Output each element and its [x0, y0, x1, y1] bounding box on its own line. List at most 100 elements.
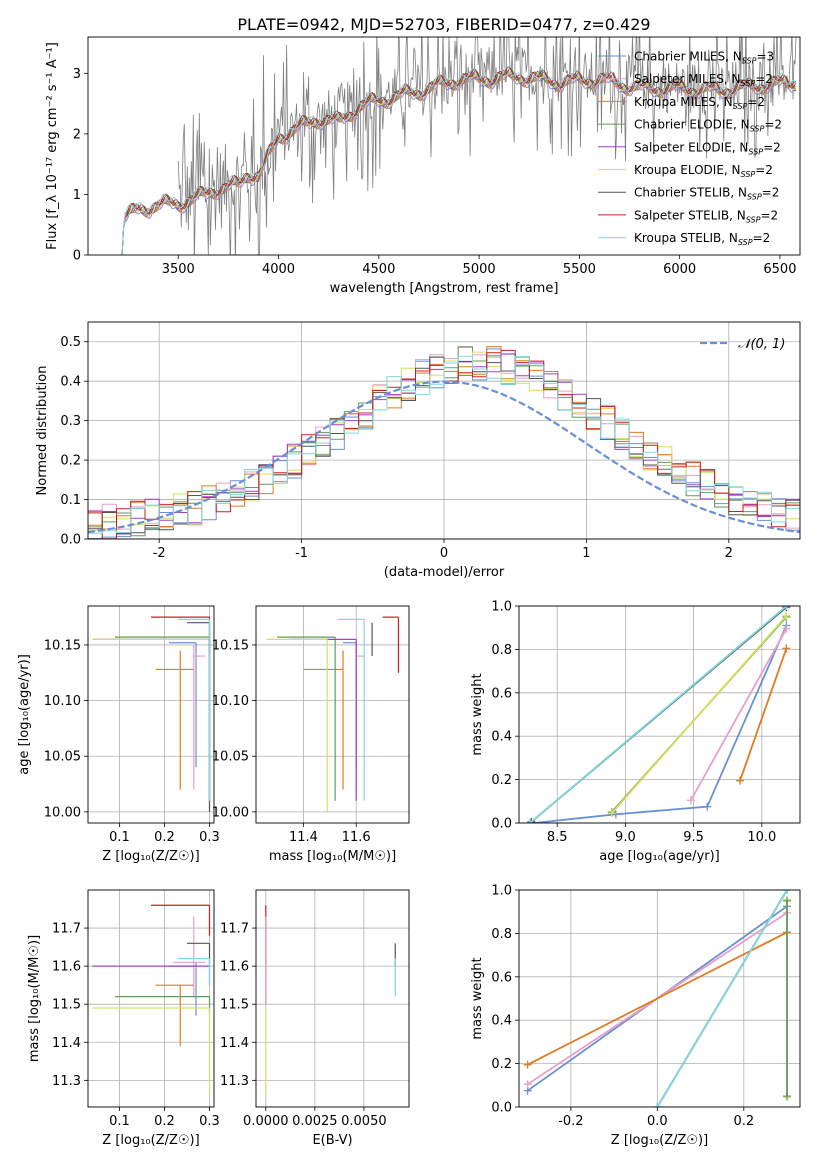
plot-area [92, 616, 211, 812]
axes-residuals: -2 -1 0 1 2 0.0 0.1 0.2 0.3 0.4 0.5 (data-model)/er… [35, 321, 801, 580]
y-tick-label: 11.4 [220, 1036, 249, 1051]
plus-marker [525, 819, 534, 823]
x-tick-label: 0.2 [154, 1114, 175, 1129]
x-tick-label: 0.1 [109, 1114, 130, 1129]
x-axis-label: (data-model)/error [384, 565, 505, 580]
x-tick-label: 0.3 [199, 1114, 220, 1129]
legend-text: Kroupa STELIB, N [634, 231, 738, 245]
y-tick-label: 11.3 [52, 1074, 81, 1089]
legend-sub: SSP [741, 170, 756, 179]
axes-frame [87, 889, 215, 1108]
axes-weight-vs-age: 8.5 9.0 9.5 10.0 0.0 0.2 0.4 0.6 0.8 1.0 age [log₁… [470, 600, 801, 864]
x-tick-label: 9.0 [615, 830, 636, 845]
y-tick-label: 0.8 [491, 927, 512, 942]
legend-entry: Chabrier STELIB, NSSP=2 [634, 186, 779, 202]
legend-sub: SSP [746, 215, 761, 224]
plot-area [121, 37, 797, 255]
y-tick-label: 10.05 [212, 750, 249, 765]
plus-marker [783, 890, 792, 894]
y-axis-label: age [log₁₀(age/yr)] [17, 654, 32, 775]
y-tick-label: 1 [73, 188, 81, 203]
x-axis-label: mass [log₁₀(M/M☉)] [269, 849, 396, 864]
plus-marker [523, 1060, 532, 1069]
plus-marker [782, 606, 791, 610]
axes-age-vs-mass: 11.4 11.6 10.00 10.05 10.10 10.15 mass [log₁₀(… [212, 605, 410, 864]
legend-text: Chabrier MILES, N [634, 50, 742, 64]
legend-suffix: =3 [756, 50, 774, 64]
y-tick-label: 0.6 [491, 970, 512, 985]
y-tick-label: 10.00 [44, 805, 81, 820]
x-axis-label: Z [log₁₀(Z/Z☉)] [102, 849, 199, 864]
plot-area [525, 606, 791, 823]
plot-area [92, 904, 211, 1096]
model-spectrum-line [121, 65, 797, 255]
weight-line [527, 931, 788, 1066]
x-tick-label: -2 [153, 546, 166, 561]
x-tick-label: 0 [440, 546, 448, 561]
y-tick-label: 11.3 [220, 1074, 249, 1089]
legend-text: Chabrier ELODIE, N [634, 118, 750, 132]
y-tick-label: 10.10 [212, 694, 249, 709]
legend-sub: SSP [750, 125, 765, 134]
x-tick-label: 0.2 [733, 1114, 754, 1129]
y-axis-label: mass weight [470, 673, 485, 755]
legend-suffix: =2 [764, 118, 782, 132]
legend-text: Salpeter MILES, N [634, 72, 741, 86]
plus-marker [686, 796, 695, 805]
legend-suffix: =2 [763, 140, 781, 154]
axes-weight-vs-Z: -0.2 0.0 0.2 0.0 0.2 0.4 0.6 0.8 1.0 Z [log₁₀(Z/Z… [470, 884, 801, 1148]
weight-line [529, 606, 787, 823]
axes-spectrum: 3500 4000 4500 5000 5500 6000 6500 0 1 2 3 waveleng… [45, 36, 801, 296]
y-tick-label: 10.10 [44, 694, 81, 709]
y-tick-label: 0.4 [491, 730, 512, 745]
plus-marker [782, 611, 791, 620]
legend-entry: Chabrier ELODIE, NSSP=2 [634, 118, 782, 134]
legend-entry: Chabrier MILES, NSSP=3 [634, 50, 774, 66]
plus-marker [782, 624, 791, 633]
legend-text: Salpeter ELODIE, N [634, 140, 748, 154]
y-tick-label: 0.4 [491, 1014, 512, 1029]
axes-frame [255, 605, 410, 824]
legend-suffix: =2 [755, 163, 773, 177]
x-tick-label: 5000 [463, 262, 496, 277]
legend-entry: Kroupa MILES, NSSP=2 [634, 95, 765, 111]
x-axis-label: Z [log₁₀(Z/Z☉)] [611, 1133, 708, 1148]
x-tick-label: 3500 [162, 262, 195, 277]
plus-marker [783, 896, 792, 905]
x-tick-label: 0.1 [109, 830, 130, 845]
y-tick-label: 11.6 [52, 960, 81, 975]
axes-frame [87, 321, 801, 540]
axes-mass-vs-ebv: 0.0000 0.0025 0.0050 11.3 11.4 11.5 11.6 11.7 E(… [220, 889, 410, 1148]
legend-text: Kroupa ELODIE, N [634, 163, 741, 177]
y-tick-label: 10.00 [212, 805, 249, 820]
y-tick-label: 11.7 [220, 922, 249, 937]
y-axis-label: mass [log₁₀(M/M☉)] [27, 935, 42, 1062]
plus-marker [735, 776, 744, 785]
y-tick-label: 1.0 [491, 884, 512, 899]
data-spectrum-line [177, 37, 797, 255]
plot-area [88, 346, 800, 539]
legend-sub: SSP [733, 102, 748, 111]
legend-text: Salpeter STELIB, N [634, 208, 746, 222]
x-axis-label: wavelength [Angstrom, rest frame] [330, 281, 559, 296]
y-tick-label: 11.5 [220, 998, 249, 1013]
y-tick-label: 0.0 [491, 817, 512, 832]
x-tick-label: 8.5 [547, 830, 568, 845]
y-tick-label: 0.2 [491, 773, 512, 788]
x-tick-label: 0.2 [154, 830, 175, 845]
model-spectrum-line [121, 66, 797, 255]
legend-sub: SSP [748, 147, 763, 156]
x-tick-label: 11.4 [289, 830, 318, 845]
legend-entry: Salpeter ELODIE, NSSP=2 [634, 140, 781, 156]
axes-frame [518, 605, 801, 824]
legend-text: Kroupa MILES, N [634, 95, 733, 109]
axes-mass-vs-Z: 0.1 0.2 0.3 11.3 11.4 11.5 11.6 11.7 Z [log₁₀(Z/… [27, 889, 220, 1148]
legend-suffix: =2 [747, 95, 765, 109]
plus-marker [607, 809, 616, 818]
y-tick-label: 0.3 [60, 414, 81, 429]
y-axis-label: Flux [f_λ 10⁻¹⁷ erg cm⁻² s⁻¹ A⁻¹] [45, 42, 60, 250]
legend-suffix: =2 [753, 231, 771, 245]
plot-area [523, 890, 792, 1107]
x-tick-label: 0.0025 [292, 1114, 338, 1129]
